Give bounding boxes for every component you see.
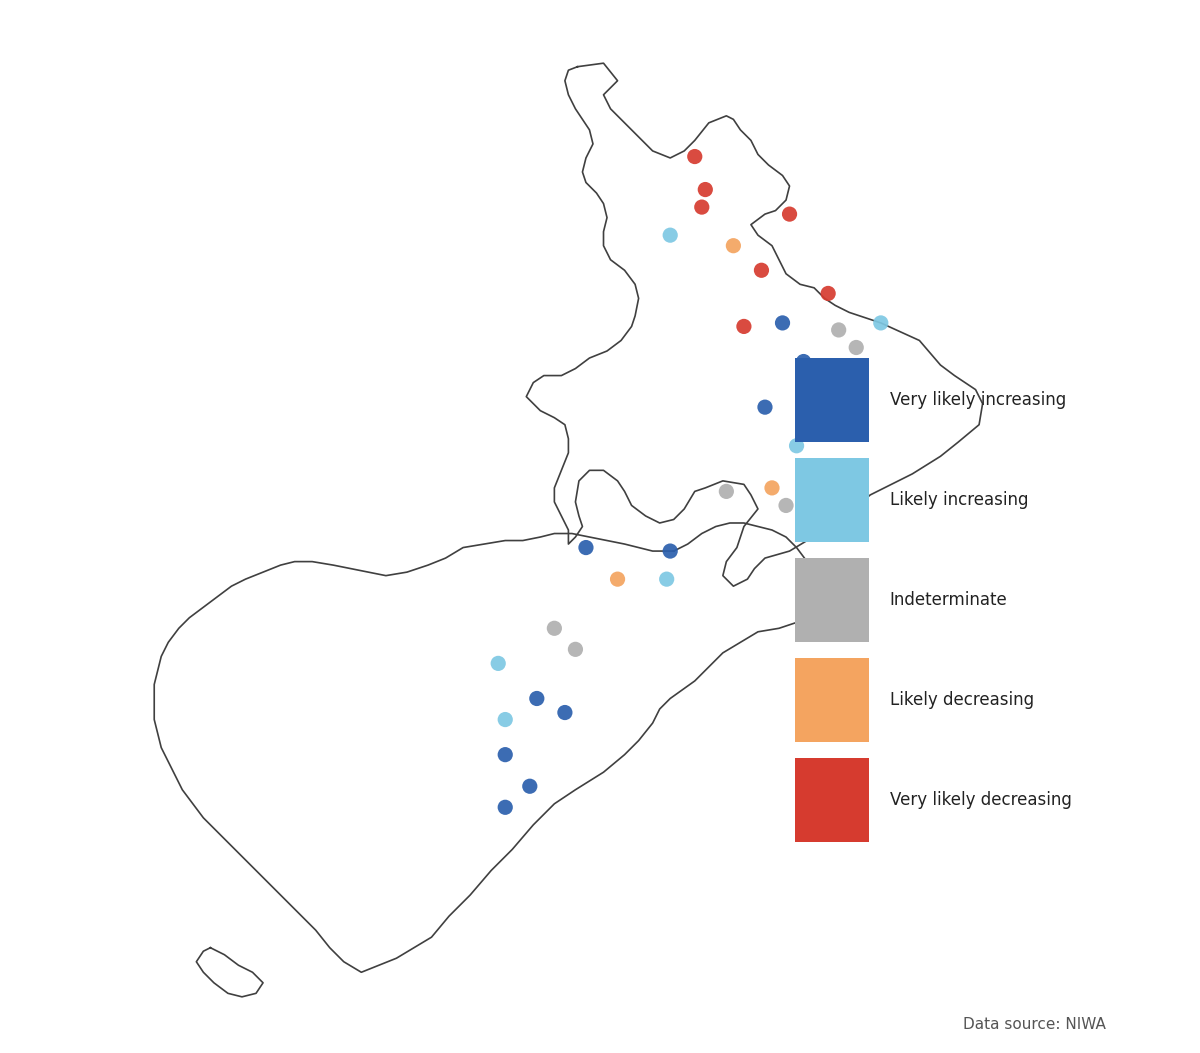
Point xyxy=(576,539,595,556)
Point xyxy=(818,285,838,302)
Point xyxy=(755,399,774,416)
FancyBboxPatch shape xyxy=(794,558,869,642)
Point xyxy=(496,711,515,728)
Point xyxy=(692,199,712,216)
FancyBboxPatch shape xyxy=(794,358,869,442)
Point xyxy=(871,315,890,332)
Point xyxy=(527,690,546,707)
Point xyxy=(752,262,772,279)
Point xyxy=(566,641,586,658)
Text: Data source: NIWA: Data source: NIWA xyxy=(962,1017,1105,1032)
Point xyxy=(780,205,799,222)
FancyBboxPatch shape xyxy=(794,658,869,742)
Point xyxy=(661,226,680,243)
Point xyxy=(496,799,515,816)
Point xyxy=(776,497,796,514)
Point xyxy=(496,747,515,763)
Point xyxy=(658,571,677,588)
Point xyxy=(762,479,781,496)
Point xyxy=(829,321,848,338)
Point xyxy=(661,542,680,559)
Point xyxy=(724,237,743,254)
Point xyxy=(787,437,806,454)
FancyBboxPatch shape xyxy=(794,758,869,842)
Point xyxy=(794,353,814,370)
Point xyxy=(545,620,564,637)
FancyBboxPatch shape xyxy=(794,458,869,542)
Point xyxy=(818,413,838,430)
Point xyxy=(556,704,575,721)
Text: Likely decreasing: Likely decreasing xyxy=(889,691,1033,710)
Point xyxy=(696,181,715,198)
Point xyxy=(488,655,508,672)
Point xyxy=(716,483,736,500)
Text: Indeterminate: Indeterminate xyxy=(889,591,1007,610)
Text: Very likely decreasing: Very likely decreasing xyxy=(889,791,1072,810)
Text: Likely increasing: Likely increasing xyxy=(889,491,1028,510)
Point xyxy=(685,148,704,165)
Point xyxy=(847,339,866,356)
Point xyxy=(608,571,628,588)
Text: Very likely increasing: Very likely increasing xyxy=(889,391,1066,410)
Point xyxy=(734,318,754,335)
Point xyxy=(520,778,539,795)
Point xyxy=(773,315,792,332)
